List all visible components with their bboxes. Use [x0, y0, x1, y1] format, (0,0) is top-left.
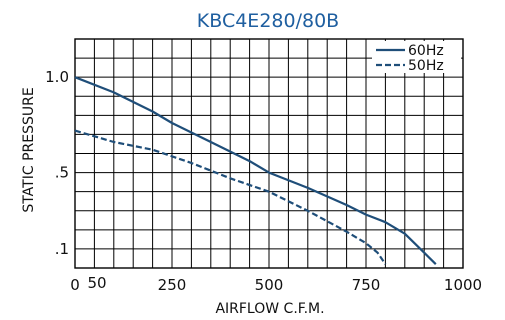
legend-background	[372, 41, 461, 73]
x-axis-label: AIRFLOW C.F.M.	[215, 301, 324, 317]
plot-border	[74, 38, 464, 269]
y-tick-label: .1	[55, 240, 69, 258]
legend-label-60hz: 60Hz	[408, 43, 444, 59]
tick-labels: 0 50 250 500 750 1000 1.0 .5 .1	[45, 68, 482, 294]
series-lines	[74, 76, 437, 265]
x-tick-label: 1000	[444, 276, 482, 294]
legend-label-50hz: 50Hz	[408, 58, 444, 74]
y-tick-label: 1.0	[45, 68, 69, 86]
chart-title: KBC4E280/80B	[197, 10, 339, 32]
x-tick-label: 500	[255, 276, 284, 294]
x-tick-label: 250	[158, 276, 187, 294]
x-tick-label: 750	[352, 276, 381, 294]
x-tick-label: 0	[70, 276, 80, 294]
x-tick-label: 50	[87, 274, 106, 292]
y-tick-label: .5	[55, 164, 69, 182]
series-line-60hz	[74, 76, 437, 265]
y-axis-label: STATIC PRESSURE	[21, 87, 37, 212]
series-line-50hz	[74, 129, 387, 265]
